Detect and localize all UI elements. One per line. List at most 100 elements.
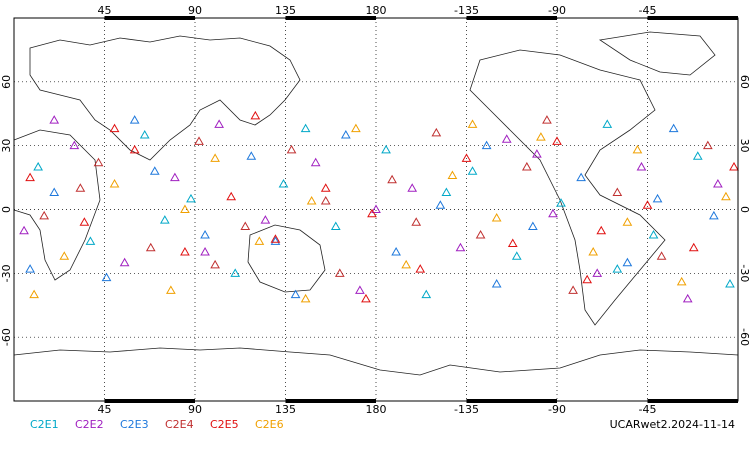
observation-triangle (729, 161, 739, 171)
observation-triangle (725, 278, 735, 288)
observation-triangle (622, 217, 633, 226)
observation-triangle (461, 153, 472, 162)
observation-triangle (447, 170, 458, 179)
observation-triangle (688, 242, 699, 252)
observation-triangle (713, 178, 723, 188)
observation-triangle (401, 259, 412, 269)
observation-triangle (320, 195, 331, 205)
legend-entry: C2E3 (120, 418, 149, 431)
observation-triangle (596, 225, 607, 235)
observation-triangle (467, 166, 478, 175)
coastline (469, 49, 666, 326)
x-tick-label: 90 (188, 4, 202, 17)
observation-triangle (612, 187, 623, 196)
observation-triangle (19, 225, 29, 235)
observation-triangle (129, 144, 140, 154)
observation-triangle (320, 183, 331, 192)
y-tick-label: 0 (0, 206, 13, 213)
observation-triangle (682, 293, 693, 303)
observation-triangle (507, 238, 518, 248)
x-tick-label: -45 (639, 403, 657, 416)
observation-triangle (25, 264, 35, 273)
observation-triangle (568, 285, 578, 294)
y-tick-label: 0 (738, 206, 750, 213)
observation-triangle (278, 178, 289, 188)
observation-triangle (59, 251, 70, 260)
y-tick-label: 30 (0, 139, 13, 153)
observation-triangle (286, 144, 297, 154)
observation-triangle (548, 208, 558, 218)
observation-triangle (200, 230, 210, 239)
observation-triangle (250, 110, 261, 120)
observation-triangle (170, 172, 180, 182)
observation-triangle (511, 251, 522, 260)
observation-triangle (69, 140, 80, 150)
observation-triangle (200, 247, 210, 256)
observation-triangle (145, 242, 156, 252)
observation-triangle (542, 115, 552, 124)
observation-triangle (25, 172, 35, 182)
coastline (29, 35, 301, 161)
observation-triangle (226, 191, 237, 201)
observation-triangle (636, 161, 647, 171)
observation-triangle (109, 178, 120, 188)
observation-triangle (49, 187, 60, 196)
y-tick-label: 30 (738, 139, 750, 153)
x-tick-label: -90 (548, 4, 566, 17)
y-tick-label: -30 (0, 264, 13, 282)
observation-triangle (93, 157, 104, 167)
observations (19, 110, 739, 303)
observation-triangle (381, 144, 391, 154)
observation-triangle (300, 123, 311, 133)
observation-triangle (576, 172, 586, 182)
observation-triangle (676, 276, 687, 286)
observation-triangle (129, 115, 140, 124)
observation-triangle (29, 289, 39, 299)
observation-triangle (246, 151, 257, 160)
observation-triangle (340, 130, 351, 139)
observation-triangle (194, 136, 204, 145)
observation-triangle (642, 200, 653, 209)
observation-triangle (592, 268, 603, 277)
observation-triangle (33, 161, 43, 171)
observation-triangle (441, 187, 452, 196)
observation-triangle (371, 204, 381, 213)
observation-triangle (407, 183, 418, 192)
observation-triangle (109, 123, 120, 133)
observation-triangle (692, 151, 703, 160)
x-tick-label: -135 (454, 403, 479, 416)
y-tick-label: 60 (738, 75, 750, 89)
observation-triangle (431, 127, 442, 137)
observation-triangle (467, 119, 478, 128)
observation-triangle (668, 123, 679, 133)
observation-triangle (214, 119, 224, 128)
observation-triangle (648, 230, 659, 239)
legend-entry: C2E5 (210, 418, 239, 431)
observation-triangle (166, 285, 176, 294)
observation-triangle (306, 195, 317, 205)
observation-triangle (361, 293, 371, 303)
observation-triangle (39, 210, 50, 220)
observation-triangle (180, 204, 190, 213)
observation-triangle (491, 278, 502, 288)
observation-triangle (521, 161, 532, 171)
observation-triangle (602, 119, 613, 128)
footer: UCARwet2.2024-11-14 (610, 418, 735, 431)
observation-triangle (411, 217, 422, 226)
observation-triangle (240, 221, 251, 231)
observation-triangle (210, 153, 220, 162)
observation-triangle (186, 193, 196, 203)
coastline (598, 31, 716, 76)
legend-entry: C2E6 (255, 418, 284, 431)
observation-triangle (310, 157, 321, 167)
observation-triangle (159, 215, 170, 224)
observation-triangle (552, 136, 562, 145)
observation-triangle (556, 198, 566, 207)
x-tick-label: 45 (98, 403, 112, 416)
x-tick-label: -135 (454, 4, 479, 17)
y-tick-label: -60 (738, 328, 750, 346)
observation-triangle (85, 236, 96, 245)
observation-triangle (656, 251, 667, 260)
ticks: 45 45 90 90 135 135 180 180 -135 -135 -90 -90 -45 -45… (0, 4, 750, 416)
